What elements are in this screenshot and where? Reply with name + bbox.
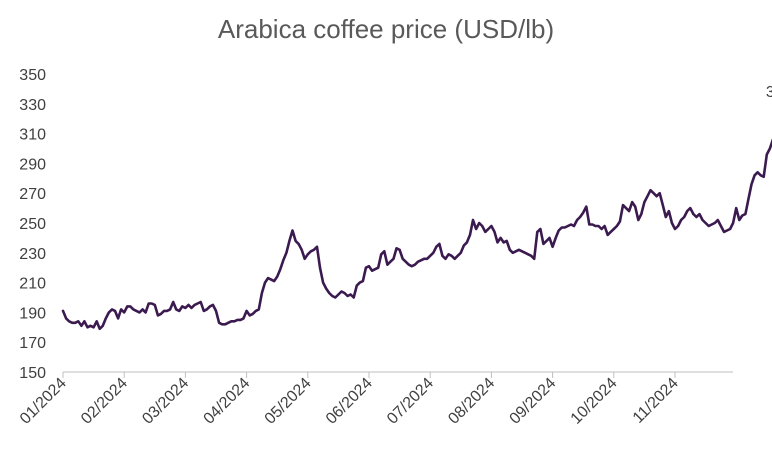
y-tick-label: 210 [19, 276, 46, 293]
y-tick-label: 230 [19, 246, 46, 263]
x-tick-label: 01/2024 [17, 375, 70, 428]
chart-title: Arabica coffee price (USD/lb) [217, 14, 555, 44]
y-tick-label: 190 [19, 305, 46, 322]
x-tick-label: 07/2024 [384, 375, 437, 428]
y-tick-label: 270 [19, 186, 46, 203]
x-tick-label: 11/2024 [630, 375, 682, 427]
last-value-label: 321,65 [766, 84, 772, 101]
x-tick-label: 02/2024 [78, 375, 131, 428]
price-series-line [61, 138, 772, 331]
y-tick-label: 170 [19, 335, 46, 352]
x-tick-label: 09/2024 [507, 375, 560, 428]
x-tick-label: 03/2024 [139, 375, 192, 428]
y-tick-label: 350 [19, 67, 46, 84]
y-tick-label: 290 [19, 156, 46, 173]
x-tick-label: 10/2024 [568, 375, 621, 428]
x-tick-label: 06/2024 [323, 375, 376, 428]
y-tick-label: 330 [19, 97, 46, 114]
x-tick-label: 04/2024 [201, 375, 254, 428]
x-tick-label: 05/2024 [262, 375, 315, 428]
y-tick-label: 310 [19, 127, 46, 144]
y-tick-label: 150 [19, 365, 46, 382]
y-tick-label: 250 [19, 216, 46, 233]
x-tick-label: 08/2024 [445, 375, 498, 428]
